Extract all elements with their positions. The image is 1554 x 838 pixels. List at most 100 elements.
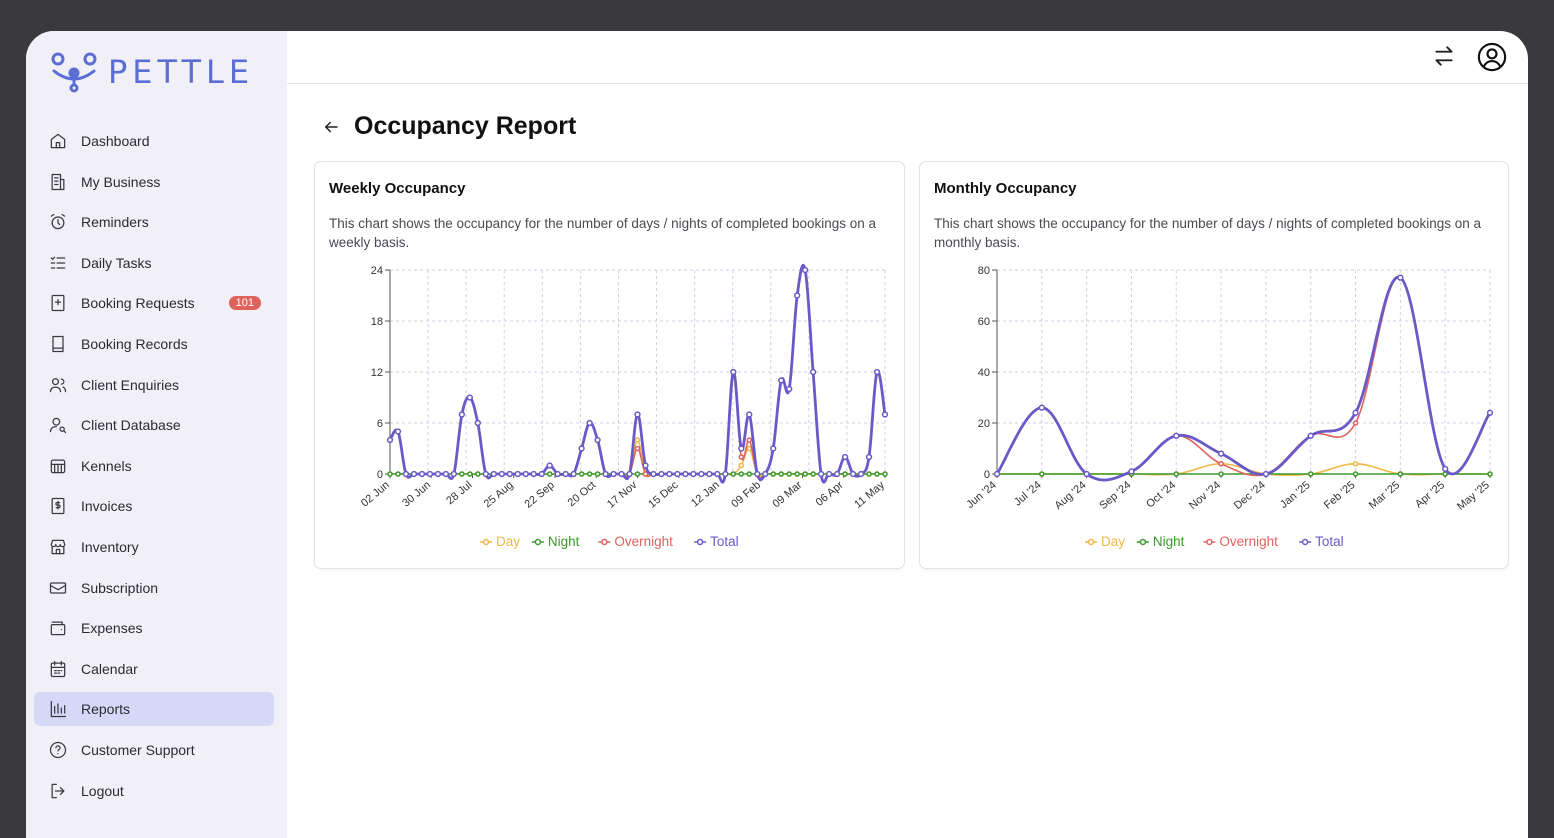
legend-item-overnight[interactable]: Overnight bbox=[1203, 534, 1278, 549]
data-point[interactable] bbox=[682, 470, 689, 478]
data-point[interactable] bbox=[530, 470, 537, 478]
data-point[interactable] bbox=[410, 470, 418, 478]
data-point[interactable] bbox=[1307, 432, 1314, 439]
legend-item-total[interactable]: Total bbox=[1299, 534, 1344, 549]
data-point[interactable] bbox=[778, 377, 785, 384]
data-point[interactable] bbox=[1038, 404, 1045, 411]
data-point[interactable] bbox=[825, 470, 833, 478]
data-point[interactable] bbox=[442, 470, 450, 478]
data-point[interactable] bbox=[474, 419, 481, 427]
data-point[interactable] bbox=[650, 470, 657, 478]
data-point[interactable] bbox=[634, 471, 641, 477]
data-point[interactable] bbox=[402, 470, 410, 478]
legend-item-night[interactable]: Night bbox=[1136, 534, 1185, 549]
data-point[interactable] bbox=[395, 471, 401, 477]
data-point[interactable] bbox=[1262, 470, 1270, 478]
data-point[interactable] bbox=[746, 437, 753, 443]
sidebar-item-reports[interactable]: Reports bbox=[34, 692, 274, 727]
data-point[interactable] bbox=[873, 368, 881, 376]
data-point[interactable] bbox=[387, 471, 393, 477]
sidebar-item-expenses[interactable]: Expenses bbox=[34, 611, 274, 645]
data-point[interactable] bbox=[586, 419, 593, 427]
data-point[interactable] bbox=[833, 470, 841, 478]
data-point[interactable] bbox=[1352, 471, 1359, 477]
data-point[interactable] bbox=[993, 470, 1001, 478]
legend-item-total[interactable]: Total bbox=[694, 534, 739, 549]
data-point[interactable] bbox=[865, 453, 873, 461]
data-point[interactable] bbox=[506, 470, 513, 478]
data-point[interactable] bbox=[714, 470, 721, 478]
data-point[interactable] bbox=[386, 436, 394, 444]
data-point[interactable] bbox=[626, 470, 633, 478]
sidebar-item-customer-support[interactable]: Customer Support bbox=[34, 733, 274, 767]
data-point[interactable] bbox=[554, 470, 561, 478]
data-point[interactable] bbox=[857, 470, 865, 478]
data-point[interactable] bbox=[466, 394, 473, 401]
data-point[interactable] bbox=[841, 453, 849, 461]
data-point[interactable] bbox=[394, 428, 402, 435]
data-point[interactable] bbox=[642, 462, 649, 469]
data-point[interactable] bbox=[634, 445, 641, 452]
data-point[interactable] bbox=[849, 470, 857, 478]
data-point[interactable] bbox=[666, 470, 673, 478]
data-point[interactable] bbox=[642, 471, 649, 477]
legend-item-day[interactable]: Day bbox=[480, 534, 520, 549]
data-point[interactable] bbox=[1397, 471, 1404, 477]
data-point[interactable] bbox=[1039, 471, 1045, 477]
data-point[interactable] bbox=[802, 471, 808, 477]
data-point[interactable] bbox=[770, 445, 777, 452]
data-point[interactable] bbox=[690, 470, 697, 478]
data-point[interactable] bbox=[538, 470, 545, 478]
data-point[interactable] bbox=[738, 471, 745, 477]
data-point[interactable] bbox=[562, 470, 569, 478]
data-point[interactable] bbox=[618, 470, 625, 478]
sidebar-item-my-business[interactable]: My Business bbox=[34, 165, 274, 199]
sidebar-item-client-database[interactable]: Client Database bbox=[34, 408, 274, 442]
data-point[interactable] bbox=[738, 445, 745, 452]
data-point[interactable] bbox=[658, 470, 665, 478]
sidebar-item-subscription[interactable]: Subscription bbox=[34, 571, 274, 605]
data-point[interactable] bbox=[809, 368, 817, 376]
data-point[interactable] bbox=[754, 470, 761, 478]
data-point[interactable] bbox=[1307, 471, 1314, 477]
data-point[interactable] bbox=[498, 470, 505, 478]
data-point[interactable] bbox=[546, 462, 553, 469]
data-point[interactable] bbox=[578, 471, 585, 477]
data-point[interactable] bbox=[482, 470, 489, 478]
data-point[interactable] bbox=[594, 436, 601, 444]
data-point[interactable] bbox=[602, 470, 609, 478]
data-point[interactable] bbox=[874, 471, 880, 477]
data-point[interactable] bbox=[866, 471, 872, 477]
data-point[interactable] bbox=[475, 471, 481, 477]
data-point[interactable] bbox=[570, 470, 577, 478]
data-point[interactable] bbox=[578, 445, 585, 452]
data-point[interactable] bbox=[817, 470, 825, 478]
data-point[interactable] bbox=[1442, 465, 1449, 473]
brand-logo[interactable]: PETTLE bbox=[50, 51, 254, 93]
data-point[interactable] bbox=[1217, 450, 1225, 457]
data-point[interactable] bbox=[794, 471, 800, 477]
data-point[interactable] bbox=[722, 470, 729, 478]
data-point[interactable] bbox=[1218, 461, 1224, 467]
sidebar-item-client-enquiries[interactable]: Client Enquiries bbox=[34, 368, 274, 402]
data-point[interactable] bbox=[634, 437, 641, 443]
data-point[interactable] bbox=[459, 471, 465, 477]
data-point[interactable] bbox=[730, 368, 737, 376]
back-arrow-icon[interactable] bbox=[322, 118, 340, 136]
sidebar-item-calendar[interactable]: Calendar bbox=[34, 652, 274, 686]
data-point[interactable] bbox=[634, 411, 641, 418]
data-point[interactable] bbox=[746, 445, 753, 452]
data-point[interactable] bbox=[698, 470, 705, 478]
data-point[interactable] bbox=[1486, 409, 1494, 416]
data-point[interactable] bbox=[1173, 471, 1180, 477]
sidebar-item-booking-records[interactable]: Booking Records bbox=[34, 327, 274, 361]
data-point[interactable] bbox=[610, 470, 617, 478]
data-point[interactable] bbox=[1173, 432, 1180, 439]
data-point[interactable] bbox=[586, 471, 593, 477]
data-point[interactable] bbox=[746, 471, 753, 477]
data-point[interactable] bbox=[802, 266, 809, 274]
legend-item-overnight[interactable]: Overnight bbox=[598, 534, 673, 549]
sidebar-item-reminders[interactable]: Reminders bbox=[34, 205, 274, 239]
data-point[interactable] bbox=[738, 454, 745, 460]
sidebar-item-booking-requests[interactable]: Booking Requests 101 bbox=[34, 286, 274, 320]
